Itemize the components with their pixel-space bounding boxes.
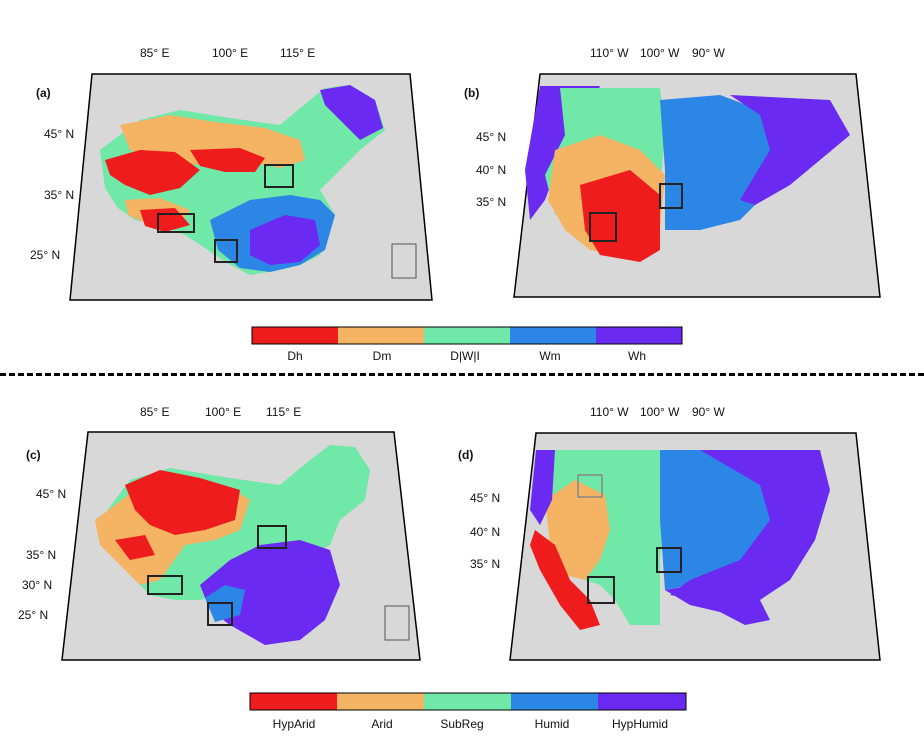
lon-label-a-3: 115° E [280,46,316,60]
colorbar-bottom-label-2: Arid [371,717,393,731]
colorbar-bottom-seg-3 [424,693,511,710]
region-usa-d-hyphumid-se [665,580,770,625]
colorbar-top-seg-1 [252,327,338,344]
region-usa-dh [580,170,660,262]
lon-label-b-3: 90° W [692,46,725,60]
study-box-c-2 [207,602,233,626]
colorbar-top-label-2: Dm [372,349,392,363]
region-china-dh [105,150,200,195]
section-divider [0,373,924,376]
colorbar-top-seg-5 [596,327,682,344]
lat-label-b-2: 40° N [476,163,507,177]
lat-label-c-4: 25° N [18,608,49,622]
lat-label-c-1: 45° N [36,487,67,501]
region-usa-d-hyphumid-west [530,450,555,525]
study-box-c-3 [257,525,287,549]
lat-label-a-2: 35° N [44,188,75,202]
lon-label-b-1: 110° W [590,46,629,60]
colorbar-top-label-3: D|W|I [450,349,480,363]
colorbar-top-label-1: Dh [287,349,303,363]
region-china-ne-hyphumid [320,85,383,140]
lat-label-c-3: 30° N [22,578,53,592]
region-china-c-hyparid-2 [115,535,155,560]
lat-label-a-3: 25° N [30,248,61,262]
colorbar-bottom-seg-1 [250,693,337,710]
study-box-d-2 [656,547,682,573]
lat-label-a-1: 45° N [44,127,75,141]
region-usa-d-arid [545,480,610,580]
region-usa-hyphumid-east [730,95,850,205]
lat-label-b-1: 45° N [476,130,507,144]
inset-box-c [384,605,410,641]
colorbar-top-seg-3 [424,327,510,344]
study-box-b-2 [659,183,683,209]
colorbar-top-label-5: Wh [628,349,646,363]
colorbar-top-seg-2 [338,327,424,344]
colorbar-bottom-seg-2 [337,693,424,710]
study-box-d-1 [587,576,615,604]
colorbar-top-label-4: Wm [539,349,561,363]
colorbar-bottom-seg-5 [598,693,686,710]
colorbar-top-seg-4 [510,327,596,344]
lon-label-b-2: 100° W [640,46,680,60]
study-box-b-1 [589,212,617,242]
panel-label-a: (a) [36,86,51,100]
region-china-c-hyphumid [200,540,340,645]
colorbar-bottom-seg-4 [511,693,598,710]
lat-label-d-2: 40° N [470,525,501,539]
lon-label-a-2: 100° E [212,46,249,60]
region-china-dh-2 [190,148,265,172]
colorbar-bottom-label-4: Humid [534,717,570,731]
lat-label-d-3: 35° N [470,557,501,571]
lon-label-d-2: 100° W [640,405,680,419]
panel-label-c: (c) [26,448,41,462]
lon-label-c-2: 100° E [205,405,242,419]
lat-label-c-2: 35° N [26,548,57,562]
lon-label-c-3: 115° E [266,405,302,419]
colorbar-bottom-label-5: HypHumid [611,717,668,731]
lon-label-d-1: 110° W [590,405,629,419]
region-usa-d-hyphumid-east [670,450,830,610]
lat-label-b-3: 35° N [476,195,507,209]
study-box-a-3 [264,164,294,188]
panel-label-d: (d) [458,448,474,462]
study-box-a-2 [214,239,238,263]
study-box-d-3 [577,474,603,498]
lon-label-c-1: 85° E [140,405,170,419]
region-china-hyphumid [250,215,320,265]
colorbar-bottom-label-3: SubReg [440,717,484,731]
region-usa-d-hyparid [530,530,600,630]
lat-label-d-1: 45° N [470,491,501,505]
study-box-a-1 [157,213,195,233]
region-china-c-hyparid [125,470,240,535]
lon-label-d-3: 90° W [692,405,725,419]
lon-label-a-1: 85° E [140,46,170,60]
panel-label-b: (b) [464,86,480,100]
study-box-c-1 [147,575,183,595]
inset-box-a [391,243,417,279]
colorbar-bottom-label-1: HypArid [272,717,316,731]
